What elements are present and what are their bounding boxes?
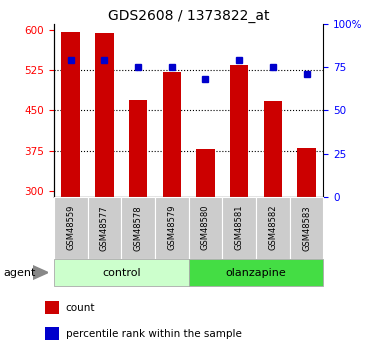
- Bar: [95, 33, 114, 197]
- Text: percentile rank within the sample: percentile rank within the sample: [65, 329, 241, 338]
- Bar: [256, 197, 290, 259]
- Bar: [45, 327, 59, 340]
- Bar: [196, 149, 215, 197]
- Text: GSM48581: GSM48581: [235, 205, 244, 250]
- Text: count: count: [65, 303, 95, 313]
- Text: GSM48582: GSM48582: [268, 205, 277, 250]
- Text: GSM48583: GSM48583: [302, 205, 311, 250]
- Bar: [223, 197, 256, 259]
- Bar: [129, 100, 147, 197]
- Text: GSM48580: GSM48580: [201, 205, 210, 250]
- Title: GDS2608 / 1373822_at: GDS2608 / 1373822_at: [108, 9, 270, 23]
- Text: control: control: [102, 268, 141, 277]
- Text: GSM48578: GSM48578: [134, 205, 142, 250]
- Polygon shape: [33, 266, 48, 279]
- Text: GSM48559: GSM48559: [66, 205, 75, 250]
- Bar: [88, 197, 121, 259]
- Text: olanzapine: olanzapine: [226, 268, 286, 277]
- Bar: [54, 259, 189, 286]
- Bar: [297, 148, 316, 197]
- Bar: [189, 259, 323, 286]
- Bar: [45, 301, 59, 314]
- Text: agent: agent: [4, 268, 36, 277]
- Text: GSM48579: GSM48579: [167, 205, 176, 250]
- Bar: [162, 72, 181, 197]
- Bar: [230, 65, 248, 197]
- Bar: [264, 101, 282, 197]
- Bar: [121, 197, 155, 259]
- Bar: [62, 32, 80, 197]
- Bar: [54, 197, 88, 259]
- Text: GSM48577: GSM48577: [100, 205, 109, 250]
- Bar: [155, 197, 189, 259]
- Bar: [290, 197, 323, 259]
- Bar: [189, 197, 223, 259]
